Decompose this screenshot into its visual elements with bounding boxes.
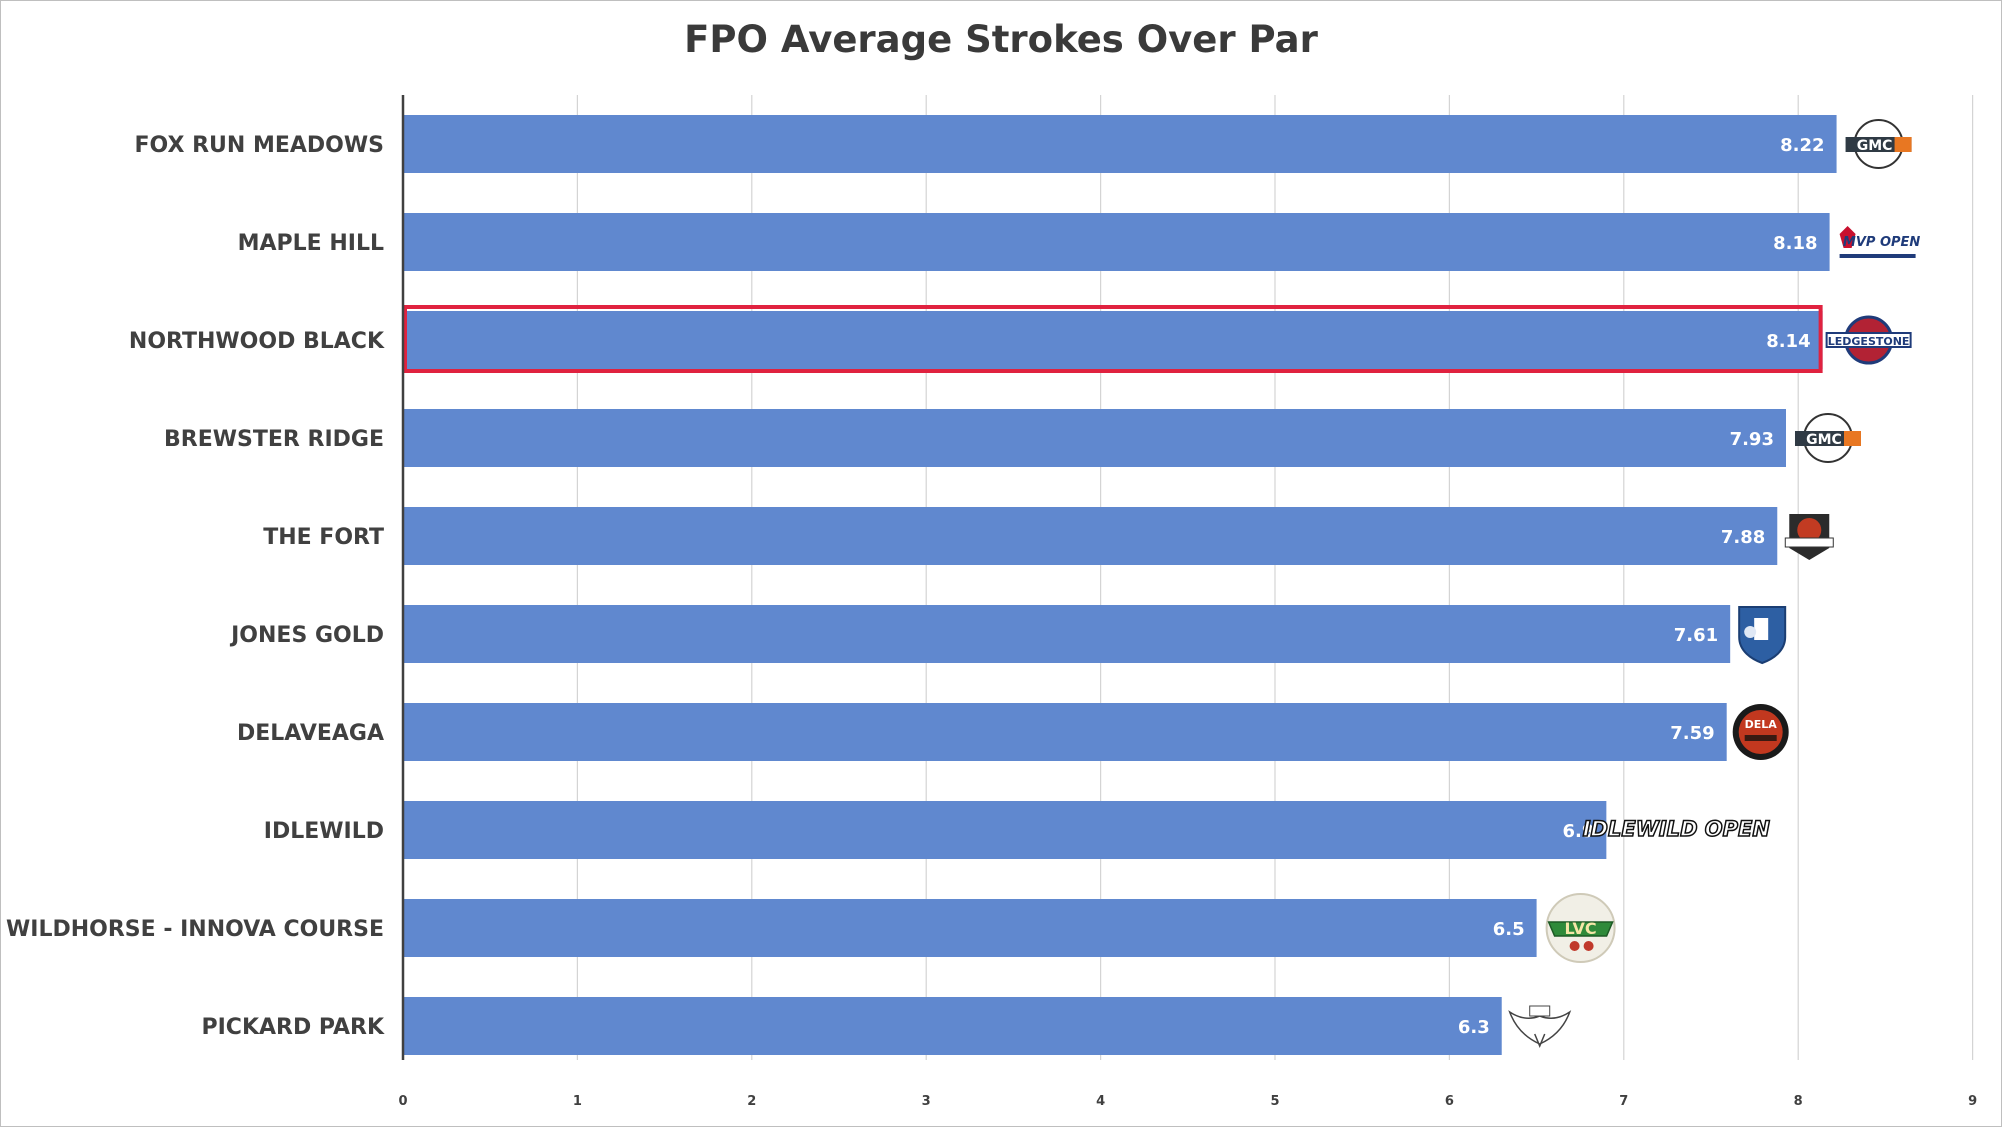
bar bbox=[403, 899, 1537, 957]
category-label: WILDHORSE - INNOVA COURSE bbox=[6, 917, 384, 942]
dela-logo: DELA bbox=[1732, 704, 1789, 760]
x-tick-label: 6 bbox=[1445, 1094, 1454, 1109]
lvc-logo: LVC bbox=[1545, 893, 1616, 963]
value-label: 7.61 bbox=[1674, 625, 1718, 646]
bar bbox=[403, 605, 1731, 663]
category-label: BREWSTER RIDGE bbox=[164, 427, 384, 452]
chart-title: FPO Average Strokes Over Par bbox=[684, 18, 1318, 61]
bar bbox=[403, 409, 1786, 467]
x-tick-label: 8 bbox=[1794, 1094, 1803, 1109]
x-tick-label: 0 bbox=[398, 1094, 407, 1109]
value-label: 8.14 bbox=[1766, 331, 1810, 352]
logo-text: IDLEWILD OPEN bbox=[1583, 817, 1771, 841]
category-label: MAPLE HILL bbox=[238, 231, 384, 256]
shield-logo bbox=[1738, 606, 1787, 665]
logo-text: DELA bbox=[1745, 718, 1778, 731]
bar-row: THE FORT 7.88 bbox=[263, 507, 1834, 565]
bar-row: FOX RUN MEADOWS 8.22 GMC bbox=[135, 115, 1912, 173]
highlight-outline bbox=[403, 305, 1823, 373]
category-label: DELAVEAGA bbox=[237, 721, 384, 746]
logo-text: GMC bbox=[1806, 432, 1842, 448]
bar-row: NORTHWOOD BLACK 8.14 LEDGESTONE bbox=[129, 305, 1912, 373]
value-label: 7.93 bbox=[1730, 429, 1774, 450]
value-label: 7.88 bbox=[1721, 527, 1765, 548]
bar bbox=[403, 703, 1727, 761]
category-label: THE FORT bbox=[263, 525, 384, 550]
ledgestone-logo: LEDGESTONE bbox=[1825, 315, 1912, 365]
world-championships-logo bbox=[1784, 514, 1834, 560]
category-label: IDLEWILD bbox=[264, 819, 384, 844]
x-tick-label: 7 bbox=[1619, 1094, 1628, 1109]
x-tick-label: 4 bbox=[1096, 1094, 1105, 1109]
bar bbox=[403, 801, 1607, 859]
x-tick-label: 1 bbox=[573, 1094, 582, 1109]
category-label: FOX RUN MEADOWS bbox=[135, 133, 384, 158]
value-label: 6.5 bbox=[1493, 919, 1525, 940]
bar-row: MAPLE HILL 8.18 MVP OPEN bbox=[238, 213, 1921, 271]
dmc-eagle-logo bbox=[1508, 1005, 1572, 1048]
bar bbox=[403, 213, 1830, 271]
x-tick-label: 5 bbox=[1270, 1094, 1279, 1109]
bar bbox=[403, 507, 1778, 565]
x-tick-label: 3 bbox=[922, 1094, 931, 1109]
value-label: 6.3 bbox=[1458, 1017, 1490, 1038]
category-label: PICKARD PARK bbox=[201, 1015, 384, 1040]
logo-text: LVC bbox=[1565, 919, 1597, 938]
bar bbox=[403, 115, 1837, 173]
x-tick-label: 9 bbox=[1968, 1094, 1977, 1109]
gmc-logo: GMC bbox=[1845, 119, 1912, 169]
x-tick-label: 2 bbox=[747, 1094, 756, 1109]
logo-text: GMC bbox=[1857, 138, 1893, 154]
bar-row: BREWSTER RIDGE 7.93 GMC bbox=[164, 409, 1861, 467]
bar-row: WILDHORSE - INNOVA COURSE 6.5 LVC bbox=[6, 893, 1616, 963]
value-label: 8.22 bbox=[1780, 135, 1824, 156]
logo-text: LEDGESTONE bbox=[1828, 335, 1910, 348]
value-label: 6.9 bbox=[1562, 821, 1594, 842]
gmc-logo: GMC bbox=[1794, 413, 1861, 463]
value-label: 8.18 bbox=[1773, 233, 1817, 254]
bar-row: PICKARD PARK 6.3 bbox=[201, 997, 1572, 1055]
bar-row: DELAVEAGA 7.59 DELA bbox=[237, 703, 1789, 761]
value-label: 7.59 bbox=[1670, 723, 1714, 744]
mvp-open-logo: MVP OPEN bbox=[1839, 226, 1921, 258]
bar-row: JONES GOLD 7.61 bbox=[229, 605, 1787, 665]
idlewild-open-logo: IDLEWILD OPEN bbox=[1582, 816, 1771, 842]
bar bbox=[403, 311, 1823, 369]
category-label: NORTHWOOD BLACK bbox=[129, 329, 385, 354]
category-label: JONES GOLD bbox=[229, 623, 384, 648]
logo-text: MVP OPEN bbox=[1843, 235, 1921, 250]
bar bbox=[403, 997, 1502, 1055]
